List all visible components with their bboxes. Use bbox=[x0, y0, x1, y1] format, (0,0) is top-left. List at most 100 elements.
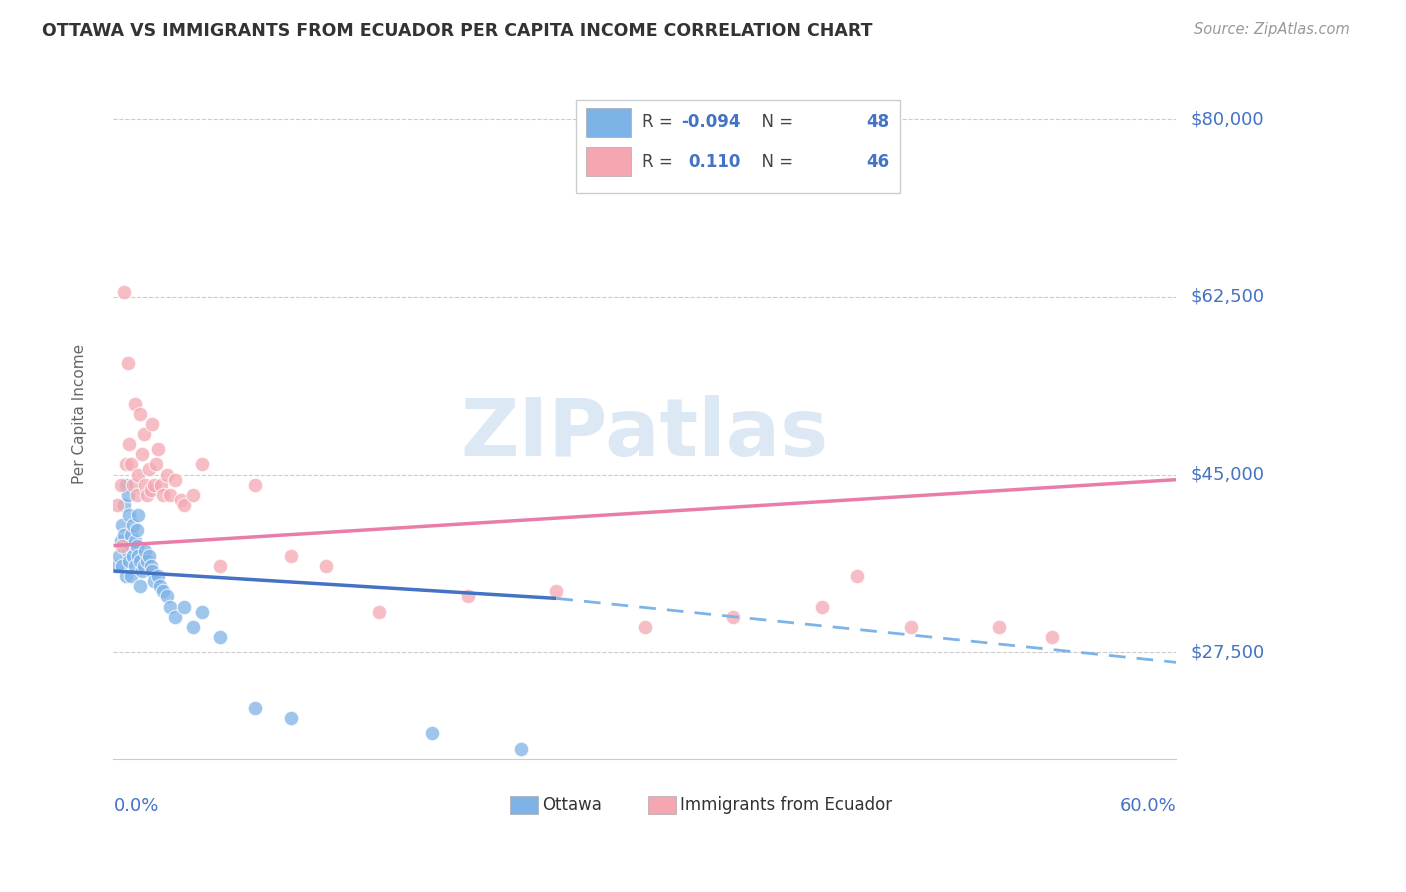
Text: 0.110: 0.110 bbox=[688, 153, 741, 170]
Point bbox=[146, 442, 169, 457]
Point bbox=[124, 533, 146, 548]
Point bbox=[134, 543, 156, 558]
Point bbox=[138, 462, 160, 476]
Point bbox=[170, 492, 193, 507]
Point bbox=[115, 569, 138, 583]
Text: N =: N = bbox=[751, 153, 799, 170]
Point bbox=[145, 458, 167, 472]
Point bbox=[141, 564, 163, 578]
Point bbox=[115, 477, 138, 491]
Point bbox=[1040, 630, 1063, 644]
Point bbox=[136, 488, 159, 502]
Point bbox=[120, 528, 142, 542]
Text: 48: 48 bbox=[866, 113, 890, 131]
Point bbox=[132, 558, 155, 573]
FancyBboxPatch shape bbox=[648, 796, 676, 814]
FancyBboxPatch shape bbox=[586, 146, 631, 176]
Point bbox=[173, 599, 195, 614]
Point bbox=[129, 407, 152, 421]
Point bbox=[131, 447, 153, 461]
Point bbox=[120, 569, 142, 583]
Point bbox=[138, 549, 160, 563]
Text: 46: 46 bbox=[866, 153, 890, 170]
Point bbox=[191, 605, 214, 619]
Point bbox=[159, 488, 181, 502]
FancyBboxPatch shape bbox=[586, 108, 631, 136]
Text: Source: ZipAtlas.com: Source: ZipAtlas.com bbox=[1194, 22, 1350, 37]
Point bbox=[125, 524, 148, 538]
Point bbox=[139, 558, 162, 573]
Point bbox=[105, 498, 128, 512]
Point bbox=[156, 467, 179, 482]
Point bbox=[120, 539, 142, 553]
Point bbox=[280, 711, 302, 725]
Point bbox=[117, 543, 139, 558]
Text: $27,500: $27,500 bbox=[1191, 643, 1264, 661]
Point bbox=[634, 620, 657, 634]
Point bbox=[208, 558, 231, 573]
Point bbox=[111, 558, 134, 573]
Point bbox=[131, 564, 153, 578]
FancyBboxPatch shape bbox=[510, 796, 537, 814]
Point bbox=[152, 584, 174, 599]
Point bbox=[152, 488, 174, 502]
Point bbox=[120, 458, 142, 472]
Text: R =: R = bbox=[641, 153, 688, 170]
Point bbox=[141, 417, 163, 431]
Point bbox=[420, 726, 443, 740]
Point bbox=[173, 498, 195, 512]
Text: $45,000: $45,000 bbox=[1191, 466, 1264, 483]
Point bbox=[122, 549, 145, 563]
Point bbox=[122, 518, 145, 533]
Point bbox=[146, 569, 169, 583]
Point bbox=[846, 569, 869, 583]
Point bbox=[208, 630, 231, 644]
Point bbox=[117, 356, 139, 370]
Text: Immigrants from Ecuador: Immigrants from Ecuador bbox=[681, 796, 891, 814]
Point bbox=[124, 396, 146, 410]
Point bbox=[988, 620, 1011, 634]
Point bbox=[117, 488, 139, 502]
Point bbox=[136, 554, 159, 568]
Point bbox=[118, 508, 141, 523]
Point bbox=[148, 579, 170, 593]
Point bbox=[118, 437, 141, 451]
Point bbox=[181, 620, 204, 634]
Text: $80,000: $80,000 bbox=[1191, 111, 1264, 128]
Point bbox=[125, 488, 148, 502]
Point bbox=[127, 549, 149, 563]
Point bbox=[129, 554, 152, 568]
Point bbox=[245, 701, 267, 715]
Point bbox=[181, 488, 204, 502]
Text: Ottawa: Ottawa bbox=[541, 796, 602, 814]
Text: N =: N = bbox=[751, 113, 799, 131]
Point bbox=[112, 528, 135, 542]
Point bbox=[900, 620, 922, 634]
Point bbox=[280, 549, 302, 563]
Text: OTTAWA VS IMMIGRANTS FROM ECUADOR PER CAPITA INCOME CORRELATION CHART: OTTAWA VS IMMIGRANTS FROM ECUADOR PER CA… bbox=[42, 22, 873, 40]
Point bbox=[115, 458, 138, 472]
Point bbox=[134, 477, 156, 491]
Point bbox=[143, 574, 166, 589]
Point bbox=[132, 426, 155, 441]
Point bbox=[125, 539, 148, 553]
Point bbox=[129, 579, 152, 593]
Text: -0.094: -0.094 bbox=[681, 113, 741, 131]
Point bbox=[159, 599, 181, 614]
Point bbox=[368, 605, 391, 619]
FancyBboxPatch shape bbox=[576, 100, 900, 193]
Point bbox=[150, 477, 173, 491]
Point bbox=[127, 508, 149, 523]
Point bbox=[127, 467, 149, 482]
Point bbox=[457, 590, 479, 604]
Point bbox=[111, 539, 134, 553]
Point bbox=[315, 558, 337, 573]
Text: R =: R = bbox=[641, 113, 678, 131]
Point bbox=[111, 518, 134, 533]
Text: 0.0%: 0.0% bbox=[114, 797, 159, 814]
Text: $62,500: $62,500 bbox=[1191, 288, 1264, 306]
Point bbox=[110, 477, 132, 491]
Point bbox=[509, 741, 531, 756]
Point bbox=[546, 584, 568, 599]
Point bbox=[156, 590, 179, 604]
